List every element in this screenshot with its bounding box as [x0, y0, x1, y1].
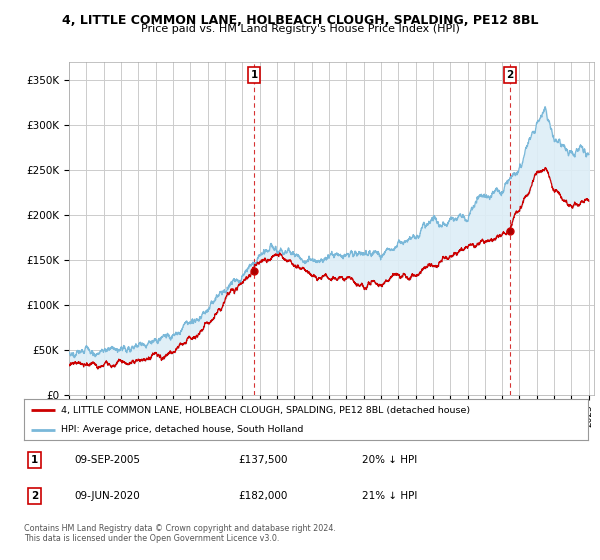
Text: £137,500: £137,500 [238, 455, 288, 465]
Text: 4, LITTLE COMMON LANE, HOLBEACH CLOUGH, SPALDING, PE12 8BL (detached house): 4, LITTLE COMMON LANE, HOLBEACH CLOUGH, … [61, 405, 470, 414]
Text: Contains HM Land Registry data © Crown copyright and database right 2024.: Contains HM Land Registry data © Crown c… [24, 524, 336, 533]
Text: 20% ↓ HPI: 20% ↓ HPI [362, 455, 418, 465]
Text: 09-SEP-2005: 09-SEP-2005 [75, 455, 141, 465]
Text: This data is licensed under the Open Government Licence v3.0.: This data is licensed under the Open Gov… [24, 534, 280, 543]
Text: £182,000: £182,000 [238, 491, 287, 501]
Text: 2: 2 [506, 70, 514, 80]
Text: 21% ↓ HPI: 21% ↓ HPI [362, 491, 418, 501]
Text: Price paid vs. HM Land Registry's House Price Index (HPI): Price paid vs. HM Land Registry's House … [140, 24, 460, 34]
Text: HPI: Average price, detached house, South Holland: HPI: Average price, detached house, Sout… [61, 425, 303, 434]
Text: 1: 1 [251, 70, 258, 80]
Text: 2: 2 [31, 491, 38, 501]
Text: 09-JUN-2020: 09-JUN-2020 [75, 491, 140, 501]
Text: 1: 1 [31, 455, 38, 465]
Text: 4, LITTLE COMMON LANE, HOLBEACH CLOUGH, SPALDING, PE12 8BL: 4, LITTLE COMMON LANE, HOLBEACH CLOUGH, … [62, 14, 538, 27]
